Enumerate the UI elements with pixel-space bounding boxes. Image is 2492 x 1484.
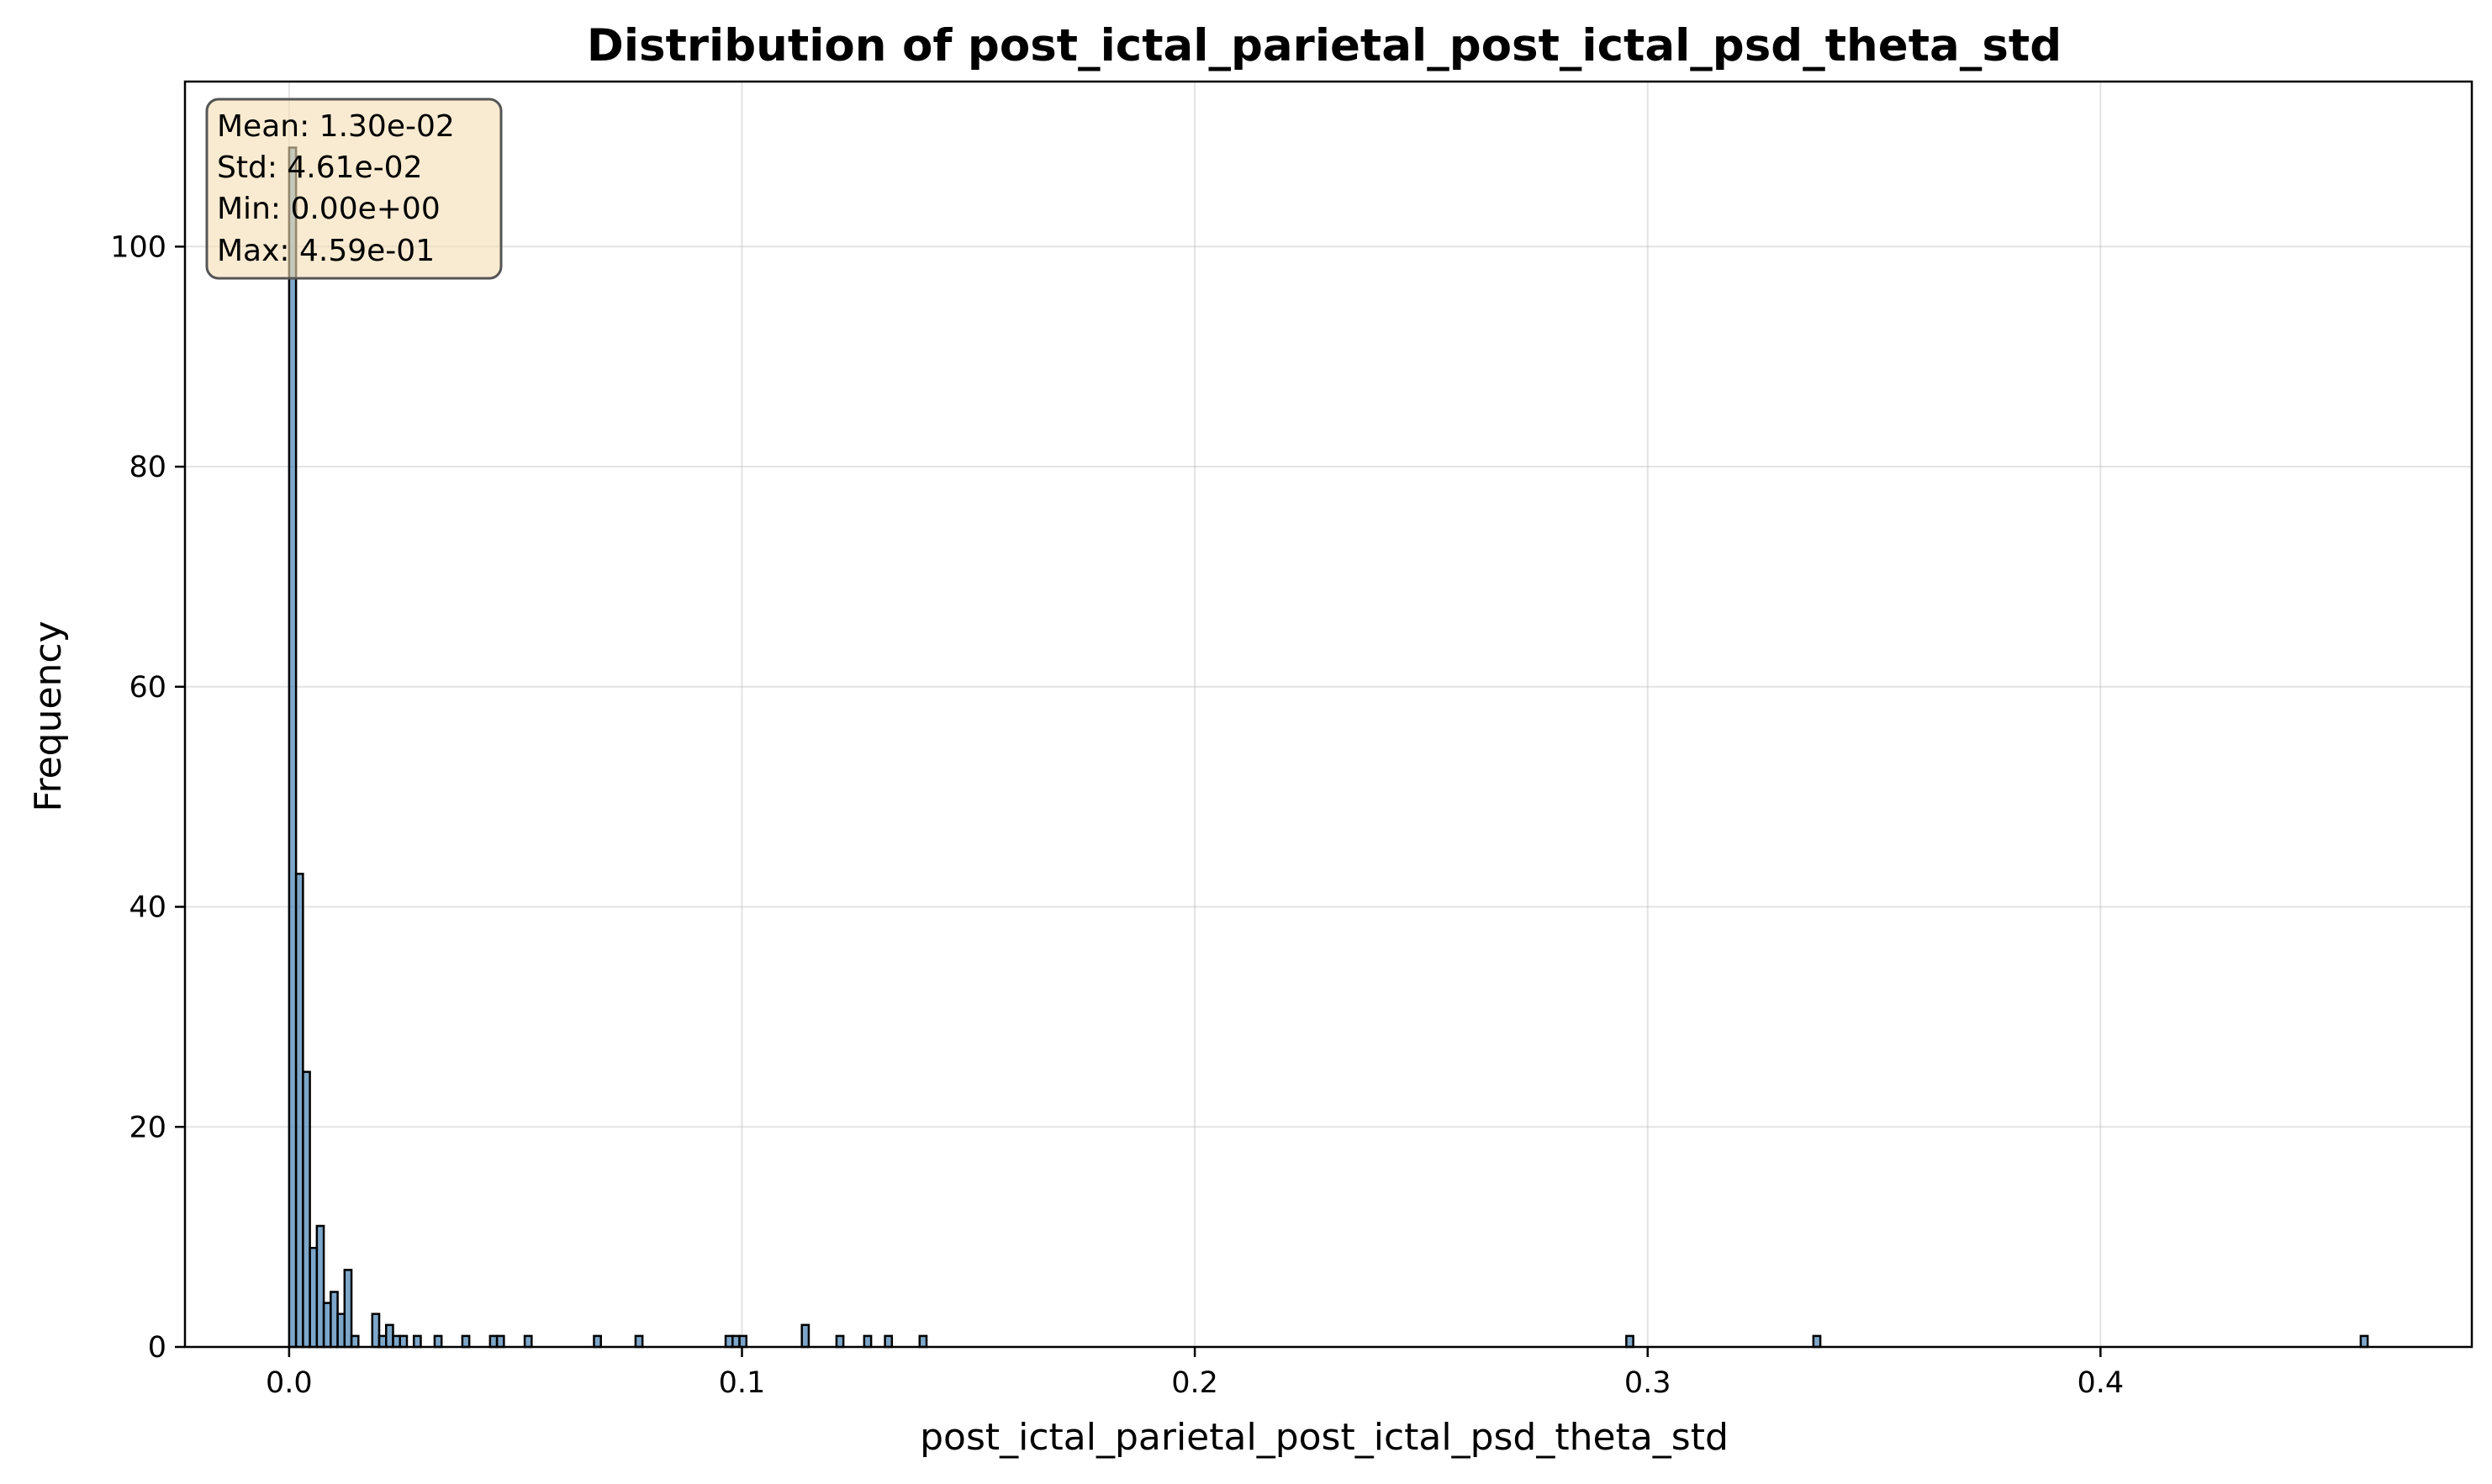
chart-title: Distribution of post_ictal_parietal_post… (587, 20, 2062, 71)
histogram-bar (461, 1334, 471, 1349)
histogram-bar (800, 1323, 810, 1349)
histogram-bars (288, 146, 2369, 1349)
y-axis-ticks: 0 20 40 60 80 100 (110, 230, 185, 1365)
x-axis-ticks: 0.0 0.1 0.2 0.3 0.4 (266, 1347, 2124, 1400)
y-tick-label: 0 (148, 1331, 166, 1365)
histogram-bar (433, 1334, 443, 1349)
x-tick-label: 0.2 (1171, 1366, 1218, 1400)
histogram-bar (593, 1334, 602, 1349)
histogram-bar (1625, 1334, 1634, 1349)
histogram-bar (863, 1334, 873, 1349)
histogram-bar (634, 1334, 644, 1349)
histogram-bar (350, 1334, 360, 1349)
histogram-bar (399, 1334, 409, 1349)
histogram-bar (2359, 1334, 2369, 1349)
x-axis-label: post_ictal_parietal_post_ictal_psd_theta… (920, 1416, 1729, 1459)
histogram-bar (495, 1334, 505, 1349)
histogram-bar (1812, 1334, 1822, 1349)
x-tick-label: 0.3 (1624, 1366, 1671, 1400)
x-tick-label: 0.1 (719, 1366, 766, 1400)
grid-lines (185, 82, 2472, 1348)
stats-annotation-box: Mean: 1.30e-02 Std: 4.61e-02 Min: 0.00e+… (205, 98, 503, 280)
stats-max: Max: 4.59e-01 (217, 234, 435, 268)
stats-std: Std: 4.61e-02 (217, 151, 423, 185)
y-axis-label: Frequency (27, 621, 70, 811)
y-tick-label: 100 (110, 230, 166, 264)
y-tick-label: 60 (129, 671, 166, 705)
y-tick-label: 40 (129, 891, 166, 925)
stats-mean: Mean: 1.30e-02 (217, 109, 455, 144)
y-tick-label: 20 (129, 1111, 166, 1144)
x-tick-label: 0.4 (2078, 1366, 2125, 1400)
histogram-bar (884, 1334, 894, 1349)
y-tick-label: 80 (129, 451, 166, 484)
histogram-bar (835, 1334, 845, 1349)
histogram-bar (523, 1334, 533, 1349)
plot-area-frame (183, 80, 2474, 1349)
x-tick-label: 0.0 (266, 1366, 313, 1400)
stats-box-background (205, 98, 503, 280)
histogram-bar (738, 1334, 748, 1349)
stats-min: Min: 0.00e+00 (217, 192, 441, 226)
histogram-bar (918, 1334, 928, 1349)
histogram-bar (412, 1334, 422, 1349)
